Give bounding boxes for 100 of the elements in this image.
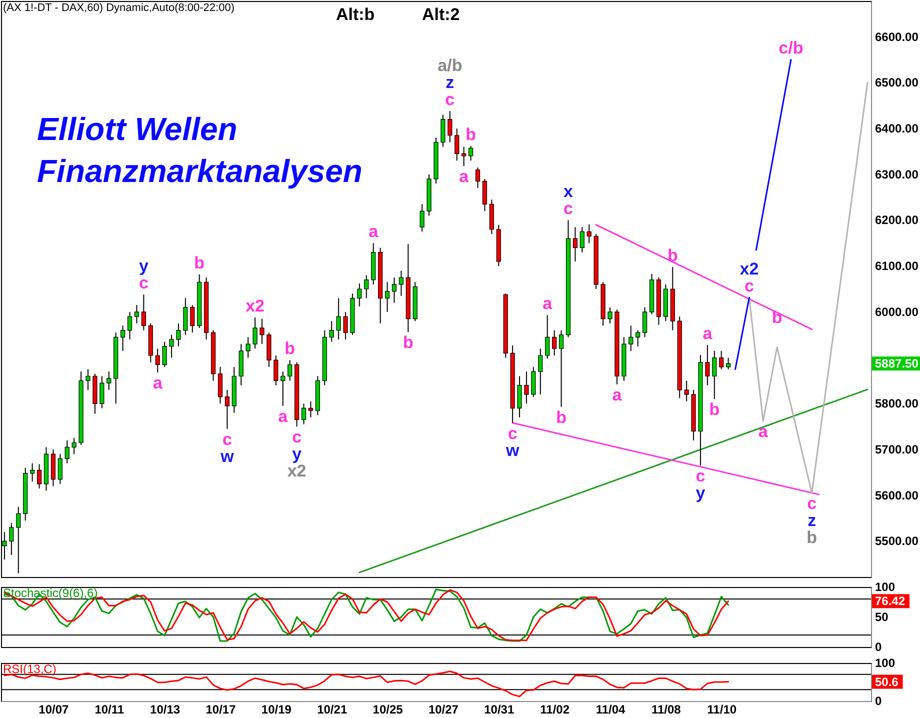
x-tick-label: 11/04 — [596, 702, 626, 716]
candlestick — [176, 322, 181, 347]
candlestick — [301, 403, 306, 425]
annotation: b — [709, 400, 720, 420]
annotation: b — [194, 253, 205, 272]
candlestick — [246, 336, 250, 358]
candlestick — [538, 348, 543, 395]
y-tick-label: 5700.00 — [875, 442, 919, 457]
x-tick-label: 10/27 — [428, 702, 459, 716]
candlestick — [531, 366, 536, 398]
candlestick — [218, 366, 223, 404]
annotation: b — [402, 333, 414, 352]
annotation: x — [564, 182, 574, 202]
candlestick — [183, 298, 188, 336]
x-tick-label: 10/11 — [94, 702, 124, 716]
x-tick-label: 10/07 — [38, 702, 70, 716]
candlestick — [72, 438, 76, 455]
annotation: c — [138, 274, 148, 293]
candlestick — [636, 330, 640, 347]
annotation: a — [612, 385, 622, 404]
annotation: a — [152, 373, 163, 392]
y-tick-label: 0 — [875, 640, 882, 654]
annotation: c — [508, 424, 518, 443]
candlestick — [712, 350, 717, 400]
y-tick-label: 6600.00 — [875, 30, 919, 44]
x-tick-label: 10/31 — [484, 702, 514, 716]
y-tick-label: 5800.00 — [875, 396, 919, 411]
chart-title: (AX 1!-DT - DAX,60) Dynamic,Auto(8:00-22:00) — [3, 2, 234, 14]
candlestick — [169, 334, 174, 358]
candlestick — [558, 330, 564, 408]
x-tick-label: 10/19 — [261, 702, 292, 716]
annotation: a — [368, 222, 379, 242]
annotation: a — [702, 324, 713, 343]
y-tick-label: 0 — [875, 694, 882, 708]
candlestick — [468, 145, 474, 162]
y-tick-label: 50 — [875, 610, 889, 624]
candlestick — [642, 306, 648, 338]
y-tick-label: 76.42 — [875, 594, 906, 608]
annotation: w — [220, 446, 235, 466]
annotation: w — [504, 440, 520, 460]
x-tick-label: 11/02 — [540, 702, 570, 716]
candlestick — [155, 348, 160, 373]
candlestick — [454, 128, 460, 162]
candlestick — [86, 368, 90, 390]
annotation: y — [138, 256, 149, 276]
y-tick-label: 6300.00 — [875, 167, 919, 182]
annotation: c — [292, 428, 302, 447]
y-tick-label: 5500.00 — [875, 534, 919, 548]
x-tick-label: 10/25 — [372, 702, 404, 716]
annotation: z — [446, 73, 454, 92]
candlestick — [726, 357, 731, 370]
annotation: c — [807, 494, 817, 514]
candlestick — [475, 166, 480, 189]
candlestick — [448, 110, 452, 143]
annotation: a — [542, 294, 553, 314]
annotation: y — [292, 444, 302, 464]
candlestick — [64, 440, 70, 464]
candlestick — [524, 371, 529, 404]
annotation: c — [222, 430, 232, 449]
annotation: z — [808, 511, 816, 530]
candlestick — [329, 320, 334, 342]
annotation: x2 — [740, 260, 759, 279]
candlestick — [440, 114, 446, 148]
candlestick — [364, 274, 369, 299]
annotation: a — [278, 406, 288, 426]
candlestick — [719, 350, 724, 370]
annotation: b — [667, 246, 678, 265]
y-tick-label: 6000.00 — [875, 304, 919, 319]
candlestick — [280, 371, 286, 406]
annotation: c — [744, 276, 754, 296]
y-tick-label: 100 — [875, 656, 896, 670]
x-tick-label: 11/10 — [707, 702, 737, 716]
candlestick — [684, 380, 689, 402]
annotation: Alt:2 — [422, 5, 460, 24]
candlestick — [260, 318, 264, 345]
candlestick — [398, 270, 404, 296]
annotation: b — [806, 528, 818, 548]
candlestick — [420, 204, 424, 232]
chart-title: RSI(13,C) — [3, 662, 56, 676]
candlestick — [30, 462, 35, 482]
annotation: x2 — [287, 462, 306, 481]
candlestick — [252, 316, 258, 350]
annotation: c — [564, 199, 573, 218]
candlestick — [705, 344, 710, 386]
candlestick — [127, 311, 132, 340]
candlestick — [120, 325, 126, 352]
candlestick — [572, 226, 578, 262]
x-tick-label: 10/17 — [206, 702, 236, 716]
text: Elliott Wellen Finanzmarktanalysen — [37, 111, 362, 189]
y-tick-label: 100 — [875, 580, 896, 594]
candlestick — [190, 304, 195, 334]
annotation: Alt:b — [336, 5, 375, 24]
candlestick — [586, 224, 592, 244]
y-tick-label: 5600.00 — [875, 488, 919, 502]
candlestick — [141, 294, 146, 331]
annotation: a — [459, 167, 470, 186]
candlestick — [357, 282, 362, 307]
candlestick — [106, 371, 112, 390]
x-tick-label: 10/13 — [150, 702, 180, 716]
y-tick-label: 6500.00 — [875, 76, 919, 90]
